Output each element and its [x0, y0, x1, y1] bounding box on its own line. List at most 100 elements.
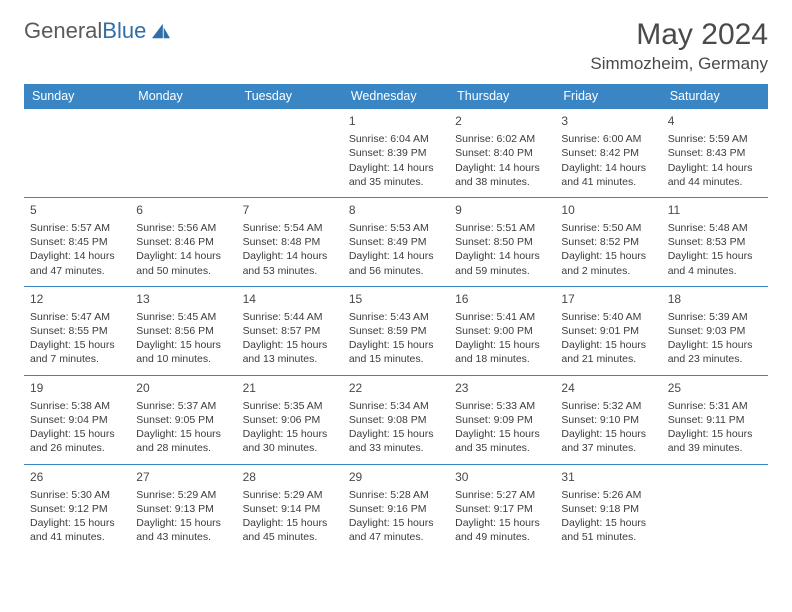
day-cell: 17Sunrise: 5:40 AMSunset: 9:01 PMDayligh… [555, 286, 661, 375]
day-cell: 15Sunrise: 5:43 AMSunset: 8:59 PMDayligh… [343, 286, 449, 375]
day-number: 9 [455, 202, 549, 218]
brand-name-gray: General [24, 18, 102, 43]
daylight-line: Daylight: 14 hours and 41 minutes. [561, 161, 655, 189]
sunset-line: Sunset: 9:16 PM [349, 502, 443, 516]
daylight-line: Daylight: 15 hours and 28 minutes. [136, 427, 230, 455]
sunrise-line: Sunrise: 5:57 AM [30, 221, 124, 235]
day-number: 6 [136, 202, 230, 218]
daylight-line: Daylight: 15 hours and 39 minutes. [668, 427, 762, 455]
day-number: 16 [455, 291, 549, 307]
sunrise-line: Sunrise: 6:00 AM [561, 132, 655, 146]
daylight-line: Daylight: 15 hours and 23 minutes. [668, 338, 762, 366]
sunrise-line: Sunrise: 5:39 AM [668, 310, 762, 324]
sunrise-line: Sunrise: 5:29 AM [243, 488, 337, 502]
day-header-wednesday: Wednesday [343, 84, 449, 109]
sunset-line: Sunset: 8:57 PM [243, 324, 337, 338]
sunset-line: Sunset: 8:39 PM [349, 146, 443, 160]
day-number: 25 [668, 380, 762, 396]
sunrise-line: Sunrise: 5:26 AM [561, 488, 655, 502]
day-cell: 1Sunrise: 6:04 AMSunset: 8:39 PMDaylight… [343, 109, 449, 198]
sunrise-line: Sunrise: 5:32 AM [561, 399, 655, 413]
sunrise-line: Sunrise: 5:38 AM [30, 399, 124, 413]
day-number: 31 [561, 469, 655, 485]
day-header-friday: Friday [555, 84, 661, 109]
daylight-line: Daylight: 15 hours and 10 minutes. [136, 338, 230, 366]
day-cell: 23 Sunrise: 5:33 AMSunset: 9:09 PMDayligh… [449, 375, 555, 464]
day-number: 10 [561, 202, 655, 218]
sunrise-line: Sunrise: 5:54 AM [243, 221, 337, 235]
sunset-line: Sunset: 8:43 PM [668, 146, 762, 160]
daylight-line: Daylight: 15 hours and 41 minutes. [30, 516, 124, 544]
sunset-line: Sunset: 8:52 PM [561, 235, 655, 249]
daylight-line: Daylight: 15 hours and 35 minutes. [455, 427, 549, 455]
brand-logo: GeneralBlue [24, 18, 172, 44]
sunset-line: Sunset: 9:08 PM [349, 413, 443, 427]
week-row: 5Sunrise: 5:57 AMSunset: 8:45 PMDaylight… [24, 197, 768, 286]
location: Simmozheim, Germany [590, 54, 768, 74]
sunrise-line: Sunrise: 5:43 AM [349, 310, 443, 324]
empty-cell [237, 109, 343, 198]
day-number: 22 [349, 380, 443, 396]
sunrise-line: Sunrise: 5:28 AM [349, 488, 443, 502]
sunrise-line: Sunrise: 6:04 AM [349, 132, 443, 146]
day-number: 15 [349, 291, 443, 307]
day-cell: 3 Sunrise: 6:00 AMSunset: 8:42 PMDaylight… [555, 109, 661, 198]
daylight-line: Daylight: 15 hours and 7 minutes. [30, 338, 124, 366]
sunset-line: Sunset: 9:04 PM [30, 413, 124, 427]
daylight-line: Daylight: 15 hours and 33 minutes. [349, 427, 443, 455]
sunrise-line: Sunrise: 5:33 AM [455, 399, 549, 413]
day-cell: 24Sunrise: 5:32 AMSunset: 9:10 PMDayligh… [555, 375, 661, 464]
day-cell: 12Sunrise: 5:47 AMSunset: 8:55 PMDayligh… [24, 286, 130, 375]
day-cell: 5Sunrise: 5:57 AMSunset: 8:45 PMDaylight… [24, 197, 130, 286]
day-cell: 2Sunrise: 6:02 AMSunset: 8:40 PMDaylight… [449, 109, 555, 198]
day-number: 4 [668, 113, 762, 129]
daylight-line: Daylight: 15 hours and 45 minutes. [243, 516, 337, 544]
sunset-line: Sunset: 9:06 PM [243, 413, 337, 427]
day-cell: 25Sunrise: 5:31 AMSunset: 9:11 PMDayligh… [662, 375, 768, 464]
daylight-line: Daylight: 14 hours and 59 minutes. [455, 249, 549, 277]
sunset-line: Sunset: 9:09 PM [455, 413, 549, 427]
sunset-line: Sunset: 9:00 PM [455, 324, 549, 338]
brand-name-blue: Blue [102, 18, 146, 43]
day-cell: 11Sunrise: 5:48 AMSunset: 8:53 PMDayligh… [662, 197, 768, 286]
day-number: 23 [455, 380, 549, 396]
daylight-line: Daylight: 15 hours and 18 minutes. [455, 338, 549, 366]
day-cell: 10 Sunrise: 5:50 AMSunset: 8:52 PMDayligh… [555, 197, 661, 286]
daylight-line: Daylight: 15 hours and 37 minutes. [561, 427, 655, 455]
sunset-line: Sunset: 9:12 PM [30, 502, 124, 516]
sunset-line: Sunset: 8:42 PM [561, 146, 655, 160]
day-cell: 28Sunrise: 5:29 AMSunset: 9:14 PMDayligh… [237, 464, 343, 552]
day-number: 3 [561, 113, 655, 129]
day-cell: 13Sunrise: 5:45 AMSunset: 8:56 PMDayligh… [130, 286, 236, 375]
header: GeneralBlue May 2024 Simmozheim, Germany [24, 18, 768, 74]
day-number: 20 [136, 380, 230, 396]
sunrise-line: Sunrise: 5:31 AM [668, 399, 762, 413]
sunrise-line: Sunrise: 5:45 AM [136, 310, 230, 324]
daylight-line: Daylight: 15 hours and 51 minutes. [561, 516, 655, 544]
day-number: 5 [30, 202, 124, 218]
week-row: 26Sunrise: 5:30 AMSunset: 9:12 PMDayligh… [24, 464, 768, 552]
daylight-line: Daylight: 14 hours and 35 minutes. [349, 161, 443, 189]
brand-name: GeneralBlue [24, 18, 146, 44]
day-header-saturday: Saturday [662, 84, 768, 109]
daylight-line: Daylight: 15 hours and 15 minutes. [349, 338, 443, 366]
sunrise-line: Sunrise: 5:56 AM [136, 221, 230, 235]
day-cell: 30Sunrise: 5:27 AMSunset: 9:17 PMDayligh… [449, 464, 555, 552]
sunrise-line: Sunrise: 5:35 AM [243, 399, 337, 413]
sunset-line: Sunset: 9:01 PM [561, 324, 655, 338]
sunset-line: Sunset: 8:49 PM [349, 235, 443, 249]
day-header-sunday: Sunday [24, 84, 130, 109]
daylight-line: Daylight: 15 hours and 2 minutes. [561, 249, 655, 277]
sunrise-line: Sunrise: 5:50 AM [561, 221, 655, 235]
sunrise-line: Sunrise: 5:47 AM [30, 310, 124, 324]
week-row: 19Sunrise: 5:38 AMSunset: 9:04 PMDayligh… [24, 375, 768, 464]
daylight-line: Daylight: 15 hours and 49 minutes. [455, 516, 549, 544]
sunrise-line: Sunrise: 5:41 AM [455, 310, 549, 324]
day-number: 29 [349, 469, 443, 485]
sunrise-line: Sunrise: 5:53 AM [349, 221, 443, 235]
day-cell: 9Sunrise: 5:51 AMSunset: 8:50 PMDaylight… [449, 197, 555, 286]
daylight-line: Daylight: 14 hours and 56 minutes. [349, 249, 443, 277]
day-number: 26 [30, 469, 124, 485]
daylight-line: Daylight: 15 hours and 43 minutes. [136, 516, 230, 544]
title-block: May 2024 Simmozheim, Germany [590, 18, 768, 74]
